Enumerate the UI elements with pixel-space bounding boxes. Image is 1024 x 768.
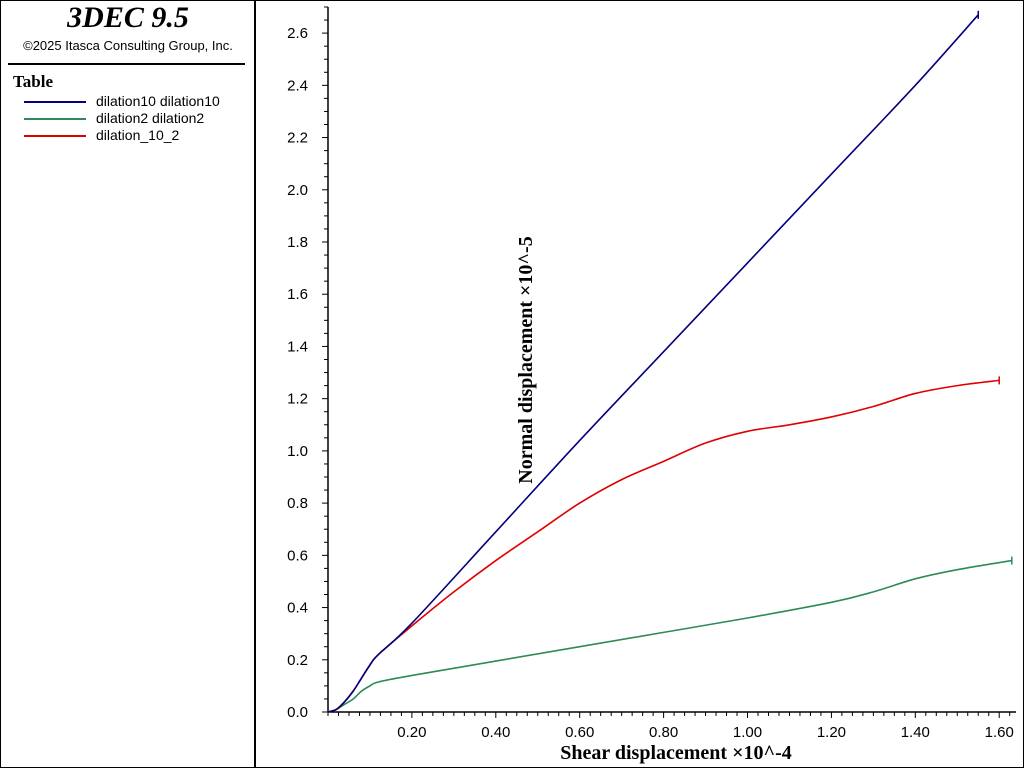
legend-swatch-dilation-10-2 [24, 135, 86, 137]
y-axis-title: Normal displacement ×10^-5 [515, 236, 537, 483]
x-tick-label: 0.20 [397, 724, 426, 741]
y-tick-label: 0.6 [287, 547, 308, 564]
y-tick-label: 2.4 [287, 77, 308, 94]
y-tick-label: 1.0 [287, 443, 308, 460]
app-title: 3DEC 9.5 [67, 1, 189, 34]
y-tick-label: 1.2 [287, 391, 308, 408]
legend-label-dilation10: dilation10 dilation10 [96, 93, 220, 109]
x-tick-label: 0.60 [565, 724, 594, 741]
copyright-text: ©2025 Itasca Consulting Group, Inc. [23, 38, 233, 53]
legend-swatch-dilation10 [24, 101, 86, 103]
x-tick-label: 0.80 [649, 724, 678, 741]
y-tick-label: 0.4 [287, 600, 308, 617]
chart-ticks: 0.0 0.2 0.4 0.6 0.8 1.0 1.2 1.4 1.6 1.8 2.0 2.2 2.4 2… [287, 6, 1014, 741]
legend-title: Table [13, 72, 54, 91]
x-tick-label: 0.40 [481, 724, 510, 741]
y-tick-label: 1.4 [287, 338, 308, 355]
x-tick-label: 1.60 [985, 724, 1014, 741]
y-tick-label: 0.8 [287, 495, 308, 512]
series-line-dilation2-dilation2 [327, 559, 1012, 713]
x-tick-label: 1.40 [901, 724, 930, 741]
legend-label-dilation-10-2: dilation_10_2 [96, 127, 180, 143]
y-tick-label: 0.2 [287, 652, 308, 669]
x-tick-label: 1.20 [817, 724, 846, 741]
y-tick-label: 1.6 [287, 286, 308, 303]
chart-axes [327, 7, 1016, 713]
x-tick-label: 1.00 [733, 724, 762, 741]
y-tick-label: 2.0 [287, 182, 308, 199]
y-tick-label: 2.2 [287, 130, 308, 147]
y-tick-label: 0.0 [287, 704, 308, 721]
legend-divider [8, 63, 245, 65]
y-tick-label: 1.8 [287, 234, 308, 251]
legend-label-dilation2: dilation2 dilation2 [96, 110, 205, 126]
y-tick-label: 2.6 [287, 25, 308, 42]
series-line-dilation-10-2 [327, 379, 1000, 713]
series-line-dilation10-dilation10 [327, 14, 979, 713]
chart-series [327, 10, 1013, 713]
legend-panel: 3DEC 9.5 ©2025 Itasca Consulting Group, … [0, 0, 256, 768]
line-chart: 0.0 0.2 0.4 0.6 0.8 1.0 1.2 1.4 1.6 1.8 2.0 2.2 2.4 2… [287, 6, 1016, 764]
legend-swatch-dilation2 [24, 118, 86, 120]
x-axis-title: Shear displacement ×10^-4 [560, 742, 792, 764]
